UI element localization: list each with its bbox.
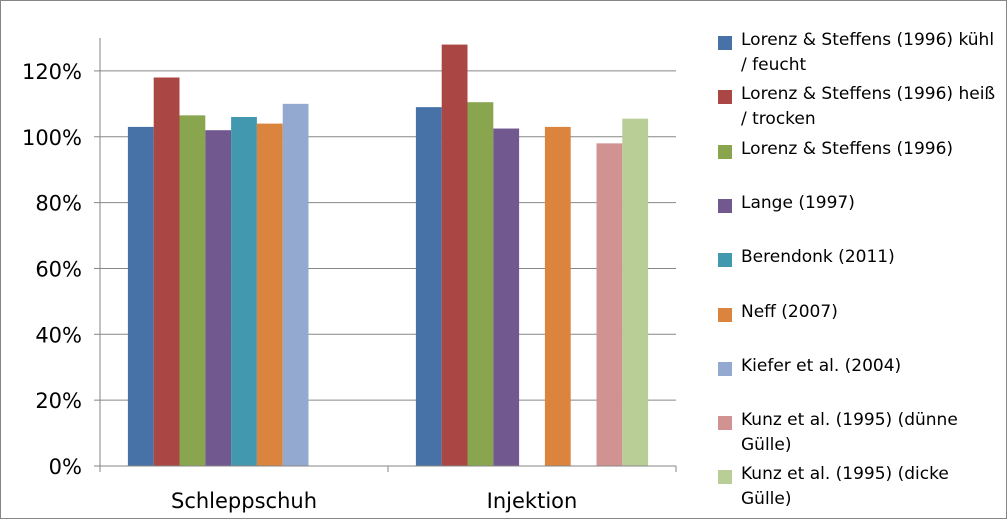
legend-label: Berendonk (2011) — [741, 247, 895, 268]
bar — [544, 126, 571, 467]
bar — [467, 102, 494, 466]
bar — [622, 118, 649, 467]
legend-swatch — [718, 90, 732, 105]
bar — [127, 126, 154, 467]
y-tick-label: 40% — [35, 323, 82, 347]
legend-label: Lorenz & Steffens (1996) — [741, 138, 954, 159]
legend-swatch — [718, 416, 732, 431]
legend-label: Lange (1997) — [741, 192, 855, 213]
y-tick-label: 60% — [35, 257, 82, 281]
legend-swatch — [718, 144, 732, 159]
bar — [179, 115, 206, 466]
legend-swatch — [718, 307, 732, 322]
axes — [94, 38, 677, 472]
bar — [256, 123, 283, 466]
category-labels: Schleppschuh Injektion — [171, 489, 577, 513]
y-tick-label: 120% — [22, 60, 82, 84]
y-tick-label: 20% — [35, 389, 82, 413]
bar — [596, 143, 623, 466]
legend-label: Kunz et al. (1995) (dünne Gülle) — [741, 410, 958, 456]
bar — [205, 130, 232, 466]
y-tick-label: 100% — [22, 126, 82, 150]
legend-label: Neff (2007) — [741, 301, 838, 322]
category-label: Injektion — [487, 489, 578, 513]
legend-swatch — [718, 36, 732, 50]
legend-swatch — [718, 253, 732, 268]
bar — [415, 107, 442, 466]
legend-label: Kunz et al. (1995) (dicke Gülle) — [741, 464, 949, 510]
legend-swatch — [718, 198, 732, 213]
bar — [282, 103, 309, 466]
bar — [441, 44, 468, 466]
legend-label: Kiefer et al. (2004) — [741, 355, 902, 376]
legend-swatch — [718, 470, 732, 485]
y-tick-label: 0% — [49, 455, 82, 479]
legend-label: Lorenz & Steffens (1996) kühl / feucht — [741, 30, 995, 75]
bar — [153, 77, 180, 466]
legend-swatch — [718, 361, 732, 376]
y-tick-labels: 0% 20% 40% 60% 80% 100% 120% — [22, 60, 82, 479]
category-label: Schleppschuh — [171, 489, 317, 513]
y-tick-label: 80% — [35, 192, 82, 216]
legend-label: Lorenz & Steffens (1996) heiß / trocken — [741, 84, 996, 130]
bar — [231, 117, 257, 466]
bars — [127, 44, 649, 467]
bar — [493, 128, 520, 467]
